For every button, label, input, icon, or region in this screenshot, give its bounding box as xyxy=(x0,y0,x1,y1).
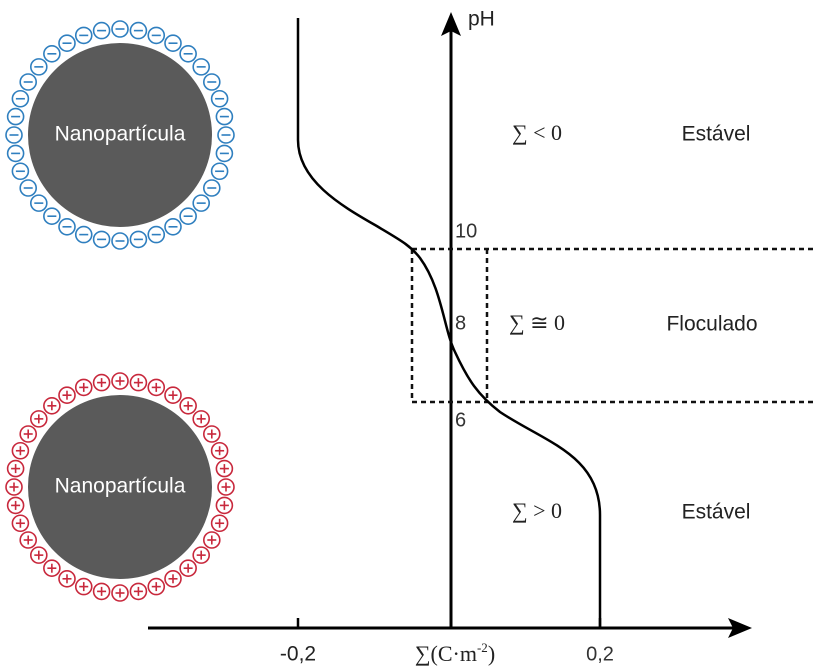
positive-charge xyxy=(6,479,22,495)
x-axis-label-main: ∑(C·m xyxy=(415,641,477,666)
positive-charge xyxy=(94,583,110,599)
positive-charge xyxy=(76,379,92,395)
positive-charge xyxy=(130,375,146,391)
negative-charge xyxy=(112,21,128,37)
diagram: pH 10 8 6 -0,2 0,2 ∑(C·m-2) ∑ < 0 Estáve… xyxy=(0,0,816,670)
positive-charge xyxy=(148,579,164,595)
negative-charge xyxy=(180,46,196,62)
region-condition: ∑ < 0 xyxy=(512,120,562,145)
x-tick-label: -0,2 xyxy=(280,643,316,666)
x-axis-label: ∑(C·m-2) xyxy=(415,640,495,666)
negative-charge xyxy=(216,109,232,125)
negative-charge xyxy=(94,23,110,39)
negative-charge xyxy=(20,74,36,90)
positive-charge xyxy=(31,547,47,563)
positive-charge xyxy=(44,560,60,576)
negative-charge xyxy=(8,145,24,161)
positive-charge xyxy=(193,411,209,427)
negative-charge xyxy=(59,219,75,235)
positive-charge xyxy=(76,579,92,595)
negative-charge xyxy=(112,233,128,249)
negative-charge xyxy=(76,227,92,243)
negative-charge xyxy=(130,23,146,39)
negative-charge xyxy=(165,35,181,51)
negative-charge xyxy=(212,163,228,179)
positive-charge xyxy=(94,375,110,391)
negative-charge xyxy=(31,59,47,75)
negative-charge xyxy=(180,208,196,224)
positive-charge xyxy=(31,411,47,427)
region-condition: ∑ > 0 xyxy=(512,498,562,523)
negative-charge xyxy=(8,109,24,125)
positive-charge xyxy=(180,398,196,414)
negative-charge xyxy=(76,27,92,43)
negative-charge xyxy=(216,145,232,161)
positive-charge xyxy=(112,585,128,601)
positive-charge xyxy=(20,532,36,548)
positive-charge xyxy=(20,426,36,442)
negative-charge xyxy=(148,227,164,243)
negative-charge xyxy=(218,127,234,143)
positive-charge xyxy=(12,443,28,459)
y-tick-label: 10 xyxy=(455,220,477,242)
positive-charge xyxy=(193,547,209,563)
positive-charge xyxy=(165,571,181,587)
x-axis-label-close: ) xyxy=(488,641,495,666)
region-condition: ∑ ≅ 0 xyxy=(509,310,565,335)
positive-charge xyxy=(112,373,128,389)
negative-charge xyxy=(130,231,146,247)
positive-charge xyxy=(204,426,220,442)
positive-charge xyxy=(59,387,75,403)
negative-charge xyxy=(12,91,28,107)
negative-charge xyxy=(20,180,36,196)
x-axis-label-superscript: -2 xyxy=(477,640,488,655)
positive-charge xyxy=(216,497,232,513)
positive-charge xyxy=(180,560,196,576)
positive-charge xyxy=(216,461,232,477)
positive-charge xyxy=(212,515,228,531)
y-tick-label: 6 xyxy=(455,409,466,431)
negative-charge xyxy=(12,163,28,179)
negative-charge xyxy=(193,59,209,75)
positive-charge xyxy=(130,583,146,599)
positive-charge xyxy=(8,461,24,477)
x-tick-label: 0,2 xyxy=(586,643,614,665)
positive-charge xyxy=(204,532,220,548)
nanoparticle-positive: Nanopartícula xyxy=(6,373,234,601)
negative-charge xyxy=(148,27,164,43)
negative-charge xyxy=(44,208,60,224)
positive-charge xyxy=(59,571,75,587)
negative-charge xyxy=(6,127,22,143)
positive-charge xyxy=(8,497,24,513)
negative-charge xyxy=(193,195,209,211)
positive-charge xyxy=(165,387,181,403)
negative-charge xyxy=(31,195,47,211)
positive-charge xyxy=(12,515,28,531)
positive-charge xyxy=(148,379,164,395)
region-state: Estável xyxy=(682,123,751,146)
negative-charge xyxy=(94,231,110,247)
y-tick-label: 8 xyxy=(455,312,466,334)
particle-label: Nanopartícula xyxy=(55,123,186,146)
region-state: Floculado xyxy=(666,313,757,336)
particle-label: Nanopartícula xyxy=(55,475,186,498)
negative-charge xyxy=(212,91,228,107)
positive-charge xyxy=(44,398,60,414)
region-state: Estável xyxy=(682,501,751,524)
negative-charge xyxy=(44,46,60,62)
negative-charge xyxy=(204,180,220,196)
y-axis-label: pH xyxy=(468,8,495,31)
positive-charge xyxy=(212,443,228,459)
negative-charge xyxy=(59,35,75,51)
positive-charge xyxy=(218,479,234,495)
negative-charge xyxy=(204,74,220,90)
negative-charge xyxy=(165,219,181,235)
nanoparticle-negative: Nanopartícula xyxy=(6,21,234,249)
